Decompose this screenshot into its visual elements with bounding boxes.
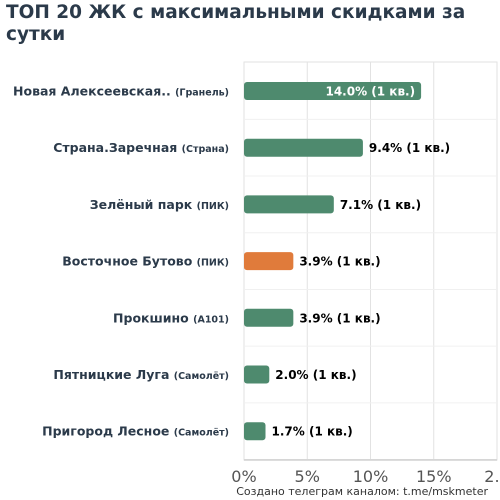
- data-label: 7.1% (1 кв.): [340, 198, 421, 212]
- category-label: Восточное Бутово (ПИК): [62, 254, 229, 269]
- bar: [244, 422, 266, 441]
- bar: [244, 195, 334, 214]
- x-axis-ticks: 0% 5% 10% 15% 2...: [231, 467, 500, 486]
- bar: [244, 308, 294, 327]
- chart-title: ТОП 20 ЖК с максимальными скидками за су…: [6, 2, 466, 45]
- category-label: Зелёный парк (ПИК): [90, 197, 229, 212]
- x-tick-label: 0%: [231, 467, 256, 486]
- x-tick-label: 2...: [484, 467, 500, 486]
- bar: [244, 365, 270, 384]
- footer-credit: Создано телеграм каналом: t.me/mskmeter: [236, 485, 488, 498]
- category-label: Пятницкие Луга (Самолёт): [53, 367, 229, 382]
- data-label: 2.0% (1 кв.): [275, 368, 356, 382]
- data-label: 3.9% (1 кв.): [299, 311, 380, 325]
- data-label: 3.9% (1 кв.): [299, 255, 380, 269]
- bar: [244, 252, 294, 271]
- x-tick-label: 10%: [353, 467, 389, 486]
- data-label: 14.0% (1 кв.): [325, 85, 415, 99]
- category-label: Страна.Заречная (Страна): [53, 140, 229, 155]
- bars: 14.0% (1 кв.) 9.4% (1 кв.) 7.1% (1 кв.) 3.9…: [244, 82, 450, 441]
- category-label: Пригород Лесное (Самолёт): [42, 424, 229, 439]
- bar: [244, 82, 422, 100]
- x-tick-label: 5%: [295, 467, 320, 486]
- data-label: 1.7% (1 кв.): [272, 425, 353, 439]
- bar: [244, 138, 363, 157]
- category-labels: Новая Алексеевская.. (Гранель) Страна.Зар…: [13, 84, 229, 439]
- category-label: Прокшино (А101): [113, 310, 229, 325]
- category-label: Новая Алексеевская.. (Гранель): [13, 84, 229, 99]
- data-label: 9.4% (1 кв.): [369, 141, 450, 155]
- x-tick-label: 15%: [416, 467, 452, 486]
